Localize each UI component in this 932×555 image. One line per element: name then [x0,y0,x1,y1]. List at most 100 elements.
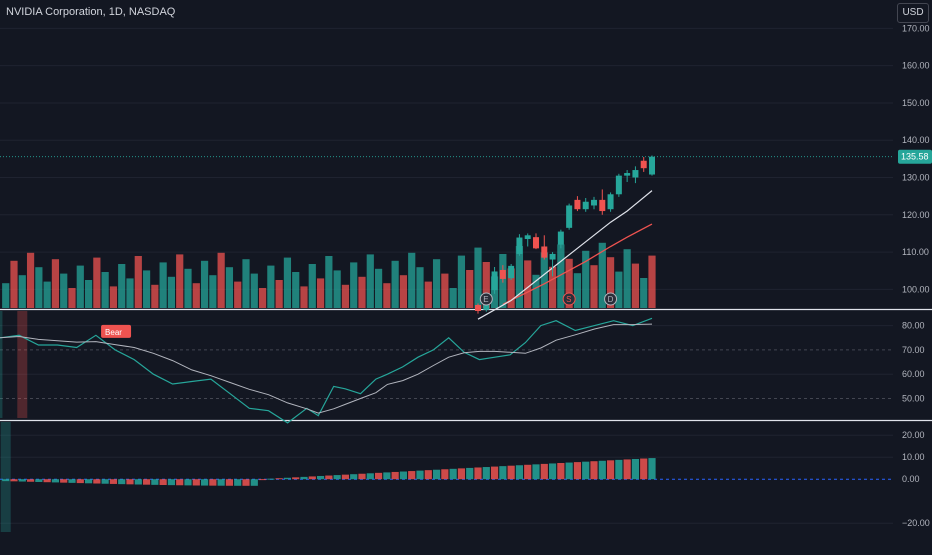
macd-histogram-bar [631,458,640,480]
volume-bar [424,281,432,308]
macd-histogram-bar [598,460,606,480]
volume-bar [590,265,598,308]
volume-bar [217,252,225,308]
macd-highlight [0,422,11,532]
candle [624,173,631,176]
macd-histogram-bar [648,458,656,480]
volume-bar [366,254,374,308]
event-marker-label: E [483,295,488,304]
macd-histogram-bar [316,475,325,480]
bear-badge [101,324,132,338]
candle [640,160,647,169]
volume-bar [275,280,283,308]
macd-histogram-bar [540,463,548,480]
volume-bar [267,265,275,308]
volume-bar [399,275,408,308]
macd-histogram-bar [623,459,631,480]
oscillator-line [0,317,653,424]
volume-bar [209,275,217,308]
price-tick-label: 110.00 [902,247,929,257]
volume-bar [507,268,515,308]
macd-histogram-bar [292,477,300,480]
macd-histogram-bar [60,479,68,483]
macd-histogram-bar [142,479,151,485]
macd-histogram-bar [184,479,192,486]
macd-histogram-bar [490,466,499,480]
macd-histogram-bar [515,465,524,480]
macd-histogram-bar [134,479,142,485]
macd-histogram-bar [101,479,109,484]
price-tick-label: 130.00 [902,173,930,183]
macd-histogram-bar [200,479,209,486]
macd-histogram-bar [2,479,10,482]
volume-bar [35,267,43,308]
macd-histogram-bar [524,464,532,480]
volume-bar [60,273,68,308]
macd-histogram-bar [325,475,333,480]
volume-bar [250,273,258,308]
currency-button[interactable]: USD [897,3,929,23]
macd-histogram-bar [391,471,399,480]
macd-histogram-bar [283,477,292,480]
macd-histogram-bar [582,461,590,480]
volume-bar [573,273,582,308]
macd-histogram-bar [482,467,490,480]
volume-bar [341,284,350,308]
volume-bar [93,257,101,308]
candle [557,231,564,245]
candle [524,235,531,240]
macd-histogram-bar [606,460,615,480]
volume-bar [557,244,565,308]
volume-bar [84,280,93,308]
candle [516,237,523,254]
volume-bar [615,271,623,308]
macd-histogram-bar [217,479,225,486]
osc-tick-label: 60.00 [902,369,925,379]
macd-histogram-bar [399,471,408,480]
volume-bar [358,276,366,308]
last-price-label: 135.58 [901,152,929,162]
moving-average-fast [477,190,653,320]
volume-bar [457,255,466,308]
candle [607,194,614,210]
macd-histogram-bar [573,462,582,480]
macd-histogram-bar [499,466,507,480]
candle [566,205,573,228]
volume-bar [283,257,292,308]
volume-bar [300,286,308,308]
volume-bar [466,270,474,308]
volume-bar [51,259,60,308]
candle [541,246,548,258]
volume-bar [10,260,18,308]
macd-histogram-bar [333,475,341,480]
volume-bar [151,284,159,308]
oscillator-average [0,323,653,414]
macd-histogram-bar [209,479,217,486]
volume-bar [474,247,482,308]
macd-histogram-bar [416,470,424,480]
volume-bar [118,264,126,308]
macd-histogram-bar [424,470,432,480]
macd-histogram-bar [532,464,540,480]
macd-histogram-bar [35,479,43,482]
macd-histogram-bar [267,478,275,480]
macd-histogram-bar [250,479,258,486]
macd-histogram-bar [275,478,283,480]
volume-bar [109,286,118,308]
osc-highlight [0,311,3,418]
volume-bar [316,278,325,308]
volume-bar [449,288,457,308]
macd-histogram-bar [366,473,374,480]
volume-bar [631,263,640,308]
moving-average-slow [502,223,653,305]
macd-histogram-bar [109,479,118,484]
candle [499,269,506,279]
volume-bar [623,249,631,308]
macd-histogram-bar [176,479,184,486]
volume-bar [142,270,151,308]
candle [582,201,589,210]
bear-label: Bear [105,328,122,337]
macd-histogram-bar [457,468,466,480]
